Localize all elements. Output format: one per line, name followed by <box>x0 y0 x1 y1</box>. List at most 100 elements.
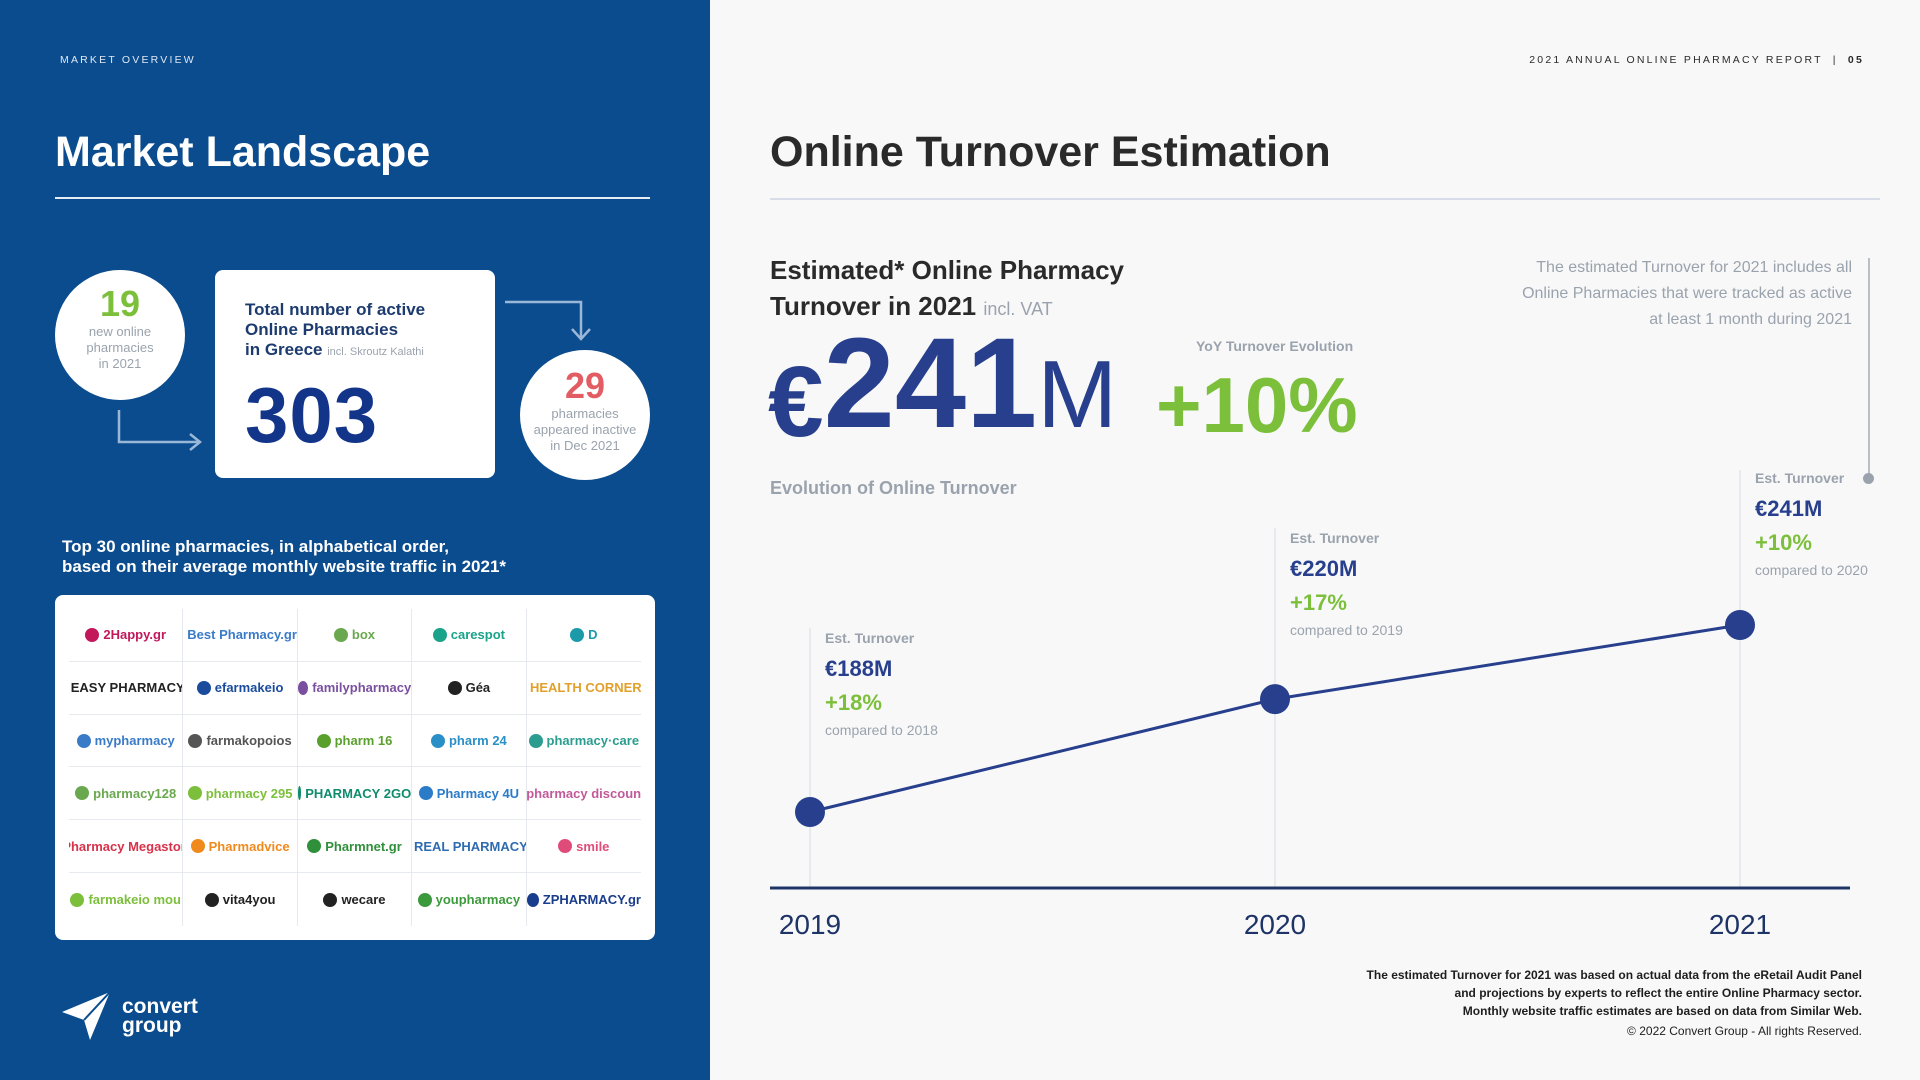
pharmacy-logo-icon <box>297 680 309 695</box>
data-point-2020 <box>1260 684 1290 715</box>
pharmacy-logo-icon <box>447 680 462 695</box>
pharmacy-logo-text: pharm 24 <box>448 733 507 749</box>
pharmacy-logo-text: HEALTH CORNER <box>529 680 641 696</box>
annotation-cmp: compared to 2019 <box>1290 622 1403 638</box>
x-tick-label: 2020 <box>1244 909 1306 940</box>
brand-line-2: group <box>122 1014 182 1037</box>
pharmacy-logo: Pharmadvice <box>183 820 298 874</box>
pharmacy-logo: Géa <box>412 661 527 715</box>
pharmacy-logo: PHARMACY 2GO <box>297 767 413 821</box>
new-pharmacies-caption-2: pharmacies <box>86 340 154 355</box>
pharmacy-logo-text: REAL PHARMACY <box>413 838 527 854</box>
annotation-value: €188M <box>825 656 893 681</box>
pharmacy-logo-icon <box>204 892 219 907</box>
pharmacy-logo-icon <box>190 839 205 854</box>
pharmacy-logo-icon <box>70 892 85 907</box>
pharmacy-logo-text: farmakeio mou <box>88 892 181 908</box>
pharmacy-logo: EASY PHARMACY <box>69 661 184 715</box>
pharmacy-logo-text: 2Happy.gr <box>103 627 166 643</box>
evolution-label: Evolution of Online Turnover <box>770 478 1017 498</box>
pharmacy-logo: Pharmacy 4U <box>412 767 527 821</box>
pharmacy-logo-text: youpharmacy <box>435 892 521 908</box>
convert-group-brand: convert group <box>60 990 198 1042</box>
pharmacy-logo-icon <box>316 733 331 748</box>
side-note-dot <box>1863 473 1874 484</box>
pharmacy-logo-text: farmakopoios <box>206 733 292 749</box>
pharmacy-logo-icon <box>528 733 543 748</box>
pharmacy-logo-text: pharmacy discount <box>526 785 641 801</box>
pharmacy-logo: pharmacy 295 <box>183 767 298 821</box>
right-divider <box>770 198 1880 200</box>
pharmacy-logo: mypharmacy <box>69 714 184 768</box>
pharmacy-logo: smile <box>526 820 641 874</box>
pharmacy-logos-panel: 2Happy.gr Best Pharmacy.gr box carespot D EAS… <box>55 595 655 940</box>
footnote: The estimated Turnover for 2021 was base… <box>1367 966 1862 1020</box>
pharmacy-logo-icon <box>307 839 322 854</box>
total-title-line-1: Total number of active <box>245 300 426 319</box>
pharmacy-logo-text: D <box>588 627 598 643</box>
pharmacy-logo-text: Pharmadvice <box>208 838 290 854</box>
side-note-connector <box>1868 258 1870 478</box>
annotation-label: Est. Turnover <box>825 630 915 646</box>
pharmacy-logo: efarmakeio <box>183 661 298 715</box>
side-note-line-1: The estimated Turnover for 2021 includes… <box>1536 259 1852 276</box>
subhead-vat: incl. VAT <box>983 299 1053 319</box>
pharmacy-logo-text: EASY PHARMACY <box>70 680 184 696</box>
pharmacy-logo-icon <box>570 627 585 642</box>
pharmacy-logo-text: carespot <box>450 627 505 643</box>
annotation-cmp: compared to 2020 <box>1755 562 1868 578</box>
paper-plane-logo-icon <box>62 991 111 1040</box>
pharmacy-logo: pharmacy discount <box>526 767 641 821</box>
section-label: MARKET OVERVIEW <box>60 54 196 66</box>
new-pharmacies-caption-1: new online <box>88 324 152 339</box>
pharmacy-logo-icon <box>430 733 445 748</box>
pharmacy-logo-icon <box>75 786 90 801</box>
pharmacy-logo: HEALTH CORNER <box>526 662 641 715</box>
annotation-pct: +10% <box>1755 530 1812 555</box>
pharmacy-logo-text: Pharmacy Megastore <box>69 838 182 854</box>
inactive-caption-2: appeared inactive <box>533 422 637 437</box>
turnover-big-value: €241M <box>768 320 1118 453</box>
annotation-label: Est. Turnover <box>1290 530 1380 546</box>
right-title: Online Turnover Estimation <box>770 128 1331 176</box>
footnote-line-1: The estimated Turnover for 2021 was base… <box>1366 968 1862 982</box>
pharmacy-logo-text: Best Pharmacy.gr <box>187 627 297 643</box>
pharmacy-logo-text: familypharmacy <box>312 680 412 696</box>
arrow-right-icon <box>117 410 203 451</box>
turnover-annotation-2019: Est. Turnover €188M +18% compared to 2018 <box>825 630 938 738</box>
inactive-caption-3: in Dec 2021 <box>550 438 620 453</box>
big-currency: € <box>768 346 824 458</box>
pharmacy-logo-text: pharmacy128 <box>93 785 177 801</box>
footnote-line-3: Monthly website traffic estimates are ba… <box>1462 1004 1862 1018</box>
top30-line-1: Top 30 online pharmacies, in alphabetica… <box>62 537 450 556</box>
pharmacy-logo-icon <box>432 627 447 642</box>
report-label: 2021 ANNUAL ONLINE PHARMACY REPORT | 05 <box>1529 54 1864 66</box>
big-number: 241 <box>823 312 1038 455</box>
pharmacy-logo-icon <box>333 627 348 642</box>
inactive-pharmacies-count: 29 <box>564 365 606 406</box>
new-pharmacies-count: 19 <box>99 283 141 324</box>
pharmacy-logo-icon <box>76 733 91 748</box>
pharmacy-logo: REAL PHARMACY <box>412 820 527 874</box>
side-note: The estimated Turnover for 2021 includes… <box>1452 255 1852 333</box>
new-pharmacies-caption-3: in 2021 <box>98 356 142 371</box>
pharmacy-logo: pharm 24 <box>412 714 527 768</box>
series-line <box>809 623 1741 814</box>
pharmacy-logo-text: smile <box>576 838 610 854</box>
turnover-annotation-2020: Est. Turnover €220M +17% compared to 2019 <box>1290 530 1403 638</box>
pharmacy-logo: pharm 16 <box>297 714 413 768</box>
subhead-line-1: Estimated* Online Pharmacy <box>770 255 1125 285</box>
yoy-value: +10% <box>1156 361 1358 449</box>
turnover-annotation-2021: Est. Turnover €241M +10% compared to 2020 <box>1755 470 1868 578</box>
big-unit: M <box>1037 341 1118 448</box>
brand-line-1: convert <box>122 995 198 1018</box>
copyright: © 2022 Convert Group - All rights Reserv… <box>1627 1024 1862 1038</box>
pharmacy-logo: Pharmnet.gr <box>297 820 413 874</box>
pharmacy-logo-icon <box>526 892 539 907</box>
annotation-pct: +17% <box>1290 590 1347 615</box>
pharmacy-logo-text: pharm 16 <box>334 733 393 749</box>
left-title: Market Landscape <box>55 128 431 176</box>
pharmacy-logo: farmakeio mou <box>69 873 184 926</box>
pharmacy-logo: carespot <box>412 609 527 662</box>
pharmacy-logo-icon <box>417 892 432 907</box>
